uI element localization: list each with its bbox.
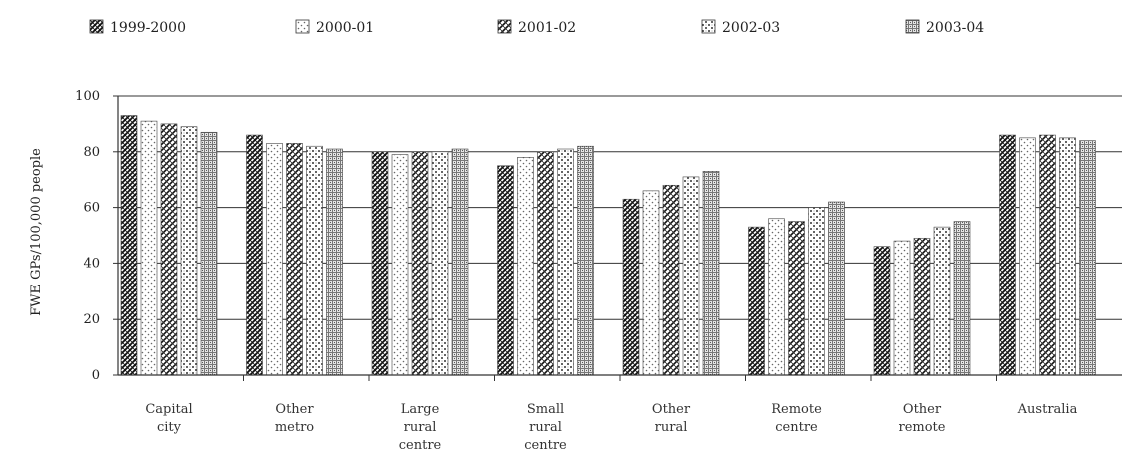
legend-label: 1999-2000 <box>110 20 186 36</box>
bar <box>999 134 1016 376</box>
axes <box>117 96 1122 381</box>
bar <box>873 246 891 376</box>
bar <box>1019 137 1036 376</box>
y-axis-label: FWE GPs/100,000 people <box>29 148 44 316</box>
legend-swatch <box>497 19 512 34</box>
legend-label: 2001-02 <box>518 20 576 36</box>
bar <box>411 151 429 376</box>
bar <box>702 171 720 376</box>
bar-group <box>497 145 594 376</box>
bar <box>828 201 845 376</box>
bar <box>788 221 805 376</box>
y-tick-label: 100 <box>75 89 100 104</box>
y-tick-label: 40 <box>83 256 100 271</box>
x-category-label: Capital city <box>145 402 192 435</box>
bar <box>160 123 178 376</box>
x-category-label: Large rural centre <box>399 402 442 453</box>
bar <box>537 151 554 376</box>
x-category-label: Other metro <box>275 402 315 435</box>
bar <box>808 207 825 376</box>
bar <box>431 151 449 376</box>
bar <box>246 134 263 376</box>
bars <box>120 115 1096 376</box>
legend-item: 2000-01 <box>295 19 374 36</box>
y-tick-label: 0 <box>92 368 100 383</box>
bar-group <box>748 201 845 376</box>
legend-item: 2002-03 <box>701 19 780 36</box>
bar <box>642 190 660 376</box>
bar <box>497 165 514 376</box>
legend-label: 2002-03 <box>722 20 780 36</box>
bar <box>577 145 594 376</box>
legend-label: 2003-04 <box>926 20 984 36</box>
x-category-labels: Capital city Other metro Large rural centre Sma… <box>145 402 1077 453</box>
legend-item: 2003-04 <box>905 19 984 36</box>
x-category-label: Australia <box>1017 402 1078 417</box>
bar-group <box>120 115 218 376</box>
x-category-label: Remote centre <box>771 402 822 435</box>
legend-label: 2000-01 <box>316 20 374 36</box>
bar <box>662 184 680 376</box>
bar <box>451 148 469 376</box>
legend-item: 2001-02 <box>497 19 576 36</box>
bar <box>933 226 951 376</box>
bar <box>748 226 765 376</box>
bar-group <box>371 148 469 376</box>
y-tick-labels: 0 20 40 60 80 100 <box>75 89 118 383</box>
bar <box>391 154 409 376</box>
bar-group <box>246 134 343 376</box>
bar <box>622 198 640 376</box>
legend-swatch <box>701 19 716 34</box>
bar-group <box>999 134 1096 376</box>
bar <box>953 221 971 376</box>
legend-swatch <box>905 19 920 34</box>
bar <box>1039 134 1056 376</box>
bar <box>913 237 931 376</box>
bar <box>120 115 138 376</box>
bar <box>266 143 283 376</box>
bar <box>326 148 343 376</box>
bar <box>371 151 389 376</box>
bar <box>140 120 158 376</box>
x-category-label: Other rural <box>652 402 691 435</box>
bar <box>180 126 198 376</box>
bar <box>1059 137 1076 376</box>
bar-group <box>873 221 971 376</box>
bar <box>768 218 785 376</box>
y-tick-label: 20 <box>83 312 100 327</box>
y-tick-label: 80 <box>83 145 100 160</box>
bar <box>682 176 700 376</box>
bar <box>200 131 218 376</box>
bar <box>557 148 574 376</box>
y-tick-label: 60 <box>83 201 100 216</box>
bar <box>286 143 303 376</box>
bar <box>893 240 911 376</box>
bar <box>306 145 323 376</box>
bar <box>517 157 534 376</box>
x-category-label: Other remote <box>899 402 946 435</box>
legend: 1999-2000 2000-01 2001-02 2002-03 2003-04 <box>89 19 984 36</box>
bar <box>1079 140 1096 376</box>
bar-group <box>622 171 720 376</box>
legend-item: 1999-2000 <box>89 19 186 36</box>
legend-swatch <box>295 19 310 34</box>
legend-swatch <box>89 19 104 34</box>
x-category-label: Small rural centre <box>524 402 567 453</box>
